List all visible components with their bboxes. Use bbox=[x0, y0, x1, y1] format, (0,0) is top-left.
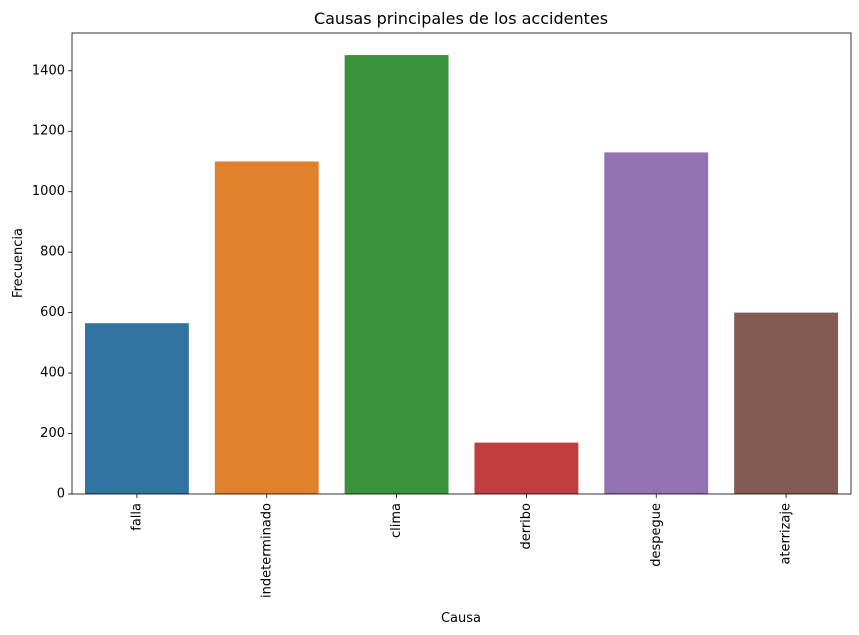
x-axis-label: Causa bbox=[441, 611, 481, 626]
x-tick-label: aterrizaje bbox=[779, 503, 794, 565]
chart-title: Causas principales de los accidentes bbox=[314, 9, 608, 28]
x-tick-label: falla bbox=[129, 503, 144, 531]
bar-aterrizaje bbox=[734, 312, 839, 494]
x-tick-label: clima bbox=[389, 503, 404, 538]
y-axis-ticks: 0 200 400 600 800 1000 1200 1400 bbox=[32, 63, 72, 502]
bar-clima bbox=[344, 55, 449, 495]
bar-despegue bbox=[604, 152, 709, 494]
y-axis-label: Frecuencia bbox=[11, 228, 26, 298]
bar-falla bbox=[84, 323, 189, 494]
x-tick-label: indeterminado bbox=[259, 503, 274, 598]
y-tick-label: 1000 bbox=[32, 184, 65, 199]
y-tick-label: 600 bbox=[40, 305, 65, 320]
y-tick-label: 1400 bbox=[32, 63, 65, 78]
y-tick-label: 800 bbox=[40, 245, 65, 260]
y-tick-label: 400 bbox=[40, 366, 65, 381]
y-tick-label: 200 bbox=[40, 426, 65, 441]
x-tick-label: derribo bbox=[519, 503, 534, 550]
bars-group bbox=[84, 55, 839, 495]
plot-frame bbox=[71, 32, 852, 495]
x-tick-label: despegue bbox=[649, 503, 664, 567]
y-tick-label: 0 bbox=[57, 487, 65, 502]
bar-derribo bbox=[474, 442, 579, 494]
x-axis-ticks: falla indeterminado clima derribo despegue at… bbox=[129, 494, 794, 598]
y-tick-label: 1200 bbox=[32, 124, 65, 139]
bar-indeterminado bbox=[214, 161, 319, 494]
